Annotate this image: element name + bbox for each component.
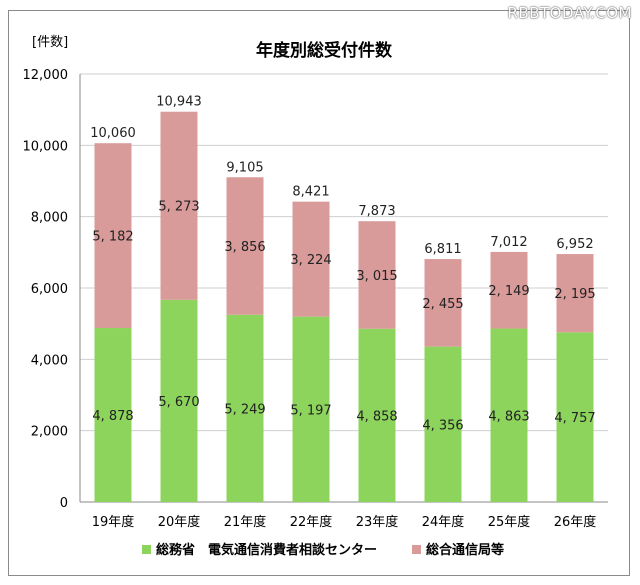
bar-segment-label: 4, 878 xyxy=(92,409,133,424)
bar-segment-label: 4, 863 xyxy=(488,409,529,424)
x-category-label: 19年度 xyxy=(92,514,135,530)
bar-segment-label: 3, 856 xyxy=(224,240,265,255)
bar-segment-sougou xyxy=(424,259,462,347)
legend-swatch-sougou xyxy=(412,545,421,554)
y-tick-label: 8,000 xyxy=(31,211,68,226)
bar-segment-soumusho xyxy=(556,332,594,502)
bar-segment-label: 5, 249 xyxy=(224,402,265,417)
bar-segment-label: 4, 858 xyxy=(356,409,397,424)
legend-label-soumusho: 総務省 電気通信消費者相談センター xyxy=(156,542,377,558)
bar-segment-soumusho xyxy=(490,328,528,502)
bar-segment-sougou xyxy=(226,177,264,315)
bar-segment-sougou xyxy=(292,201,330,317)
bar-segment-label: 3, 224 xyxy=(290,253,331,268)
bar-segment-label: 4, 356 xyxy=(422,418,463,433)
x-category-label: 22年度 xyxy=(290,514,333,530)
y-tick-label: 12,000 xyxy=(23,68,69,83)
bar-segment-soumusho xyxy=(94,328,132,502)
bar-segment-sougou xyxy=(94,143,132,329)
legend: 総務省 電気通信消費者相談センター 総合通信局等 xyxy=(142,542,504,558)
bar-total-label: 9,105 xyxy=(226,160,263,175)
legend-swatch-soumusho xyxy=(142,545,151,554)
bar-total-label: 6,952 xyxy=(556,237,593,252)
x-category-label: 24年度 xyxy=(422,514,465,530)
bar-segment-sougou xyxy=(556,254,594,333)
y-tick-label: 6,000 xyxy=(31,282,68,297)
y-tick-label: 2,000 xyxy=(31,425,68,440)
y-tick-label: 10,000 xyxy=(23,139,69,154)
y-axis-ticks: 0 2,000 4,000 6,000 8,000 10,000 12,000 xyxy=(23,68,69,511)
x-category-label: 21年度 xyxy=(224,514,267,530)
bar-segment-label: 2, 455 xyxy=(422,297,463,312)
x-axis-categories: 19年度 20年度 21年度 22年度 23年度 24年度 25年度 26年度 xyxy=(92,514,597,530)
bar-total-label: 7,873 xyxy=(358,204,395,219)
bar-segment-label: 5, 273 xyxy=(158,200,199,215)
bar-total-label: 6,811 xyxy=(424,242,461,257)
bars: 4, 878 5, 182 10,060 5, 670 5, 273 10,943 5, 2… xyxy=(90,95,596,502)
bar-segment-soumusho xyxy=(160,299,198,502)
x-category-label: 25年度 xyxy=(488,514,531,530)
bar-segment-soumusho xyxy=(358,328,396,502)
bar-segment-label: 5, 182 xyxy=(92,230,133,245)
bar-segment-label: 4, 757 xyxy=(554,411,595,426)
x-category-label: 23年度 xyxy=(356,514,399,530)
y-tick-label: 4,000 xyxy=(31,353,68,368)
bar-total-label: 10,943 xyxy=(156,95,202,110)
bar-total-label: 8,421 xyxy=(292,185,329,200)
x-category-label: 26年度 xyxy=(554,514,597,530)
bar-segment-soumusho xyxy=(424,346,462,502)
chart-title: 年度別総受付件数 xyxy=(256,40,393,61)
bar-segment-label: 2, 149 xyxy=(488,284,529,299)
bar-segment-label: 2, 195 xyxy=(554,287,595,302)
unit-label: [件数] xyxy=(32,35,68,50)
bar-segment-label: 5, 670 xyxy=(158,395,199,410)
bar-total-label: 7,012 xyxy=(490,235,527,250)
bar-total-label: 10,060 xyxy=(90,126,136,141)
bar-segment-soumusho xyxy=(292,316,330,502)
bar-segment-label: 5, 197 xyxy=(290,403,331,418)
x-category-label: 20年度 xyxy=(158,514,201,530)
bar-segment-label: 3, 015 xyxy=(356,269,397,284)
bar-segment-sougou xyxy=(160,111,198,300)
bar-segment-sougou xyxy=(358,221,396,329)
bar-segment-soumusho xyxy=(226,314,264,502)
bar-segment-sougou xyxy=(490,251,528,329)
legend-label-sougou: 総合通信局等 xyxy=(426,542,504,558)
watermark: RBBTODAY.COM xyxy=(507,4,632,22)
y-tick-label: 0 xyxy=(60,496,68,511)
